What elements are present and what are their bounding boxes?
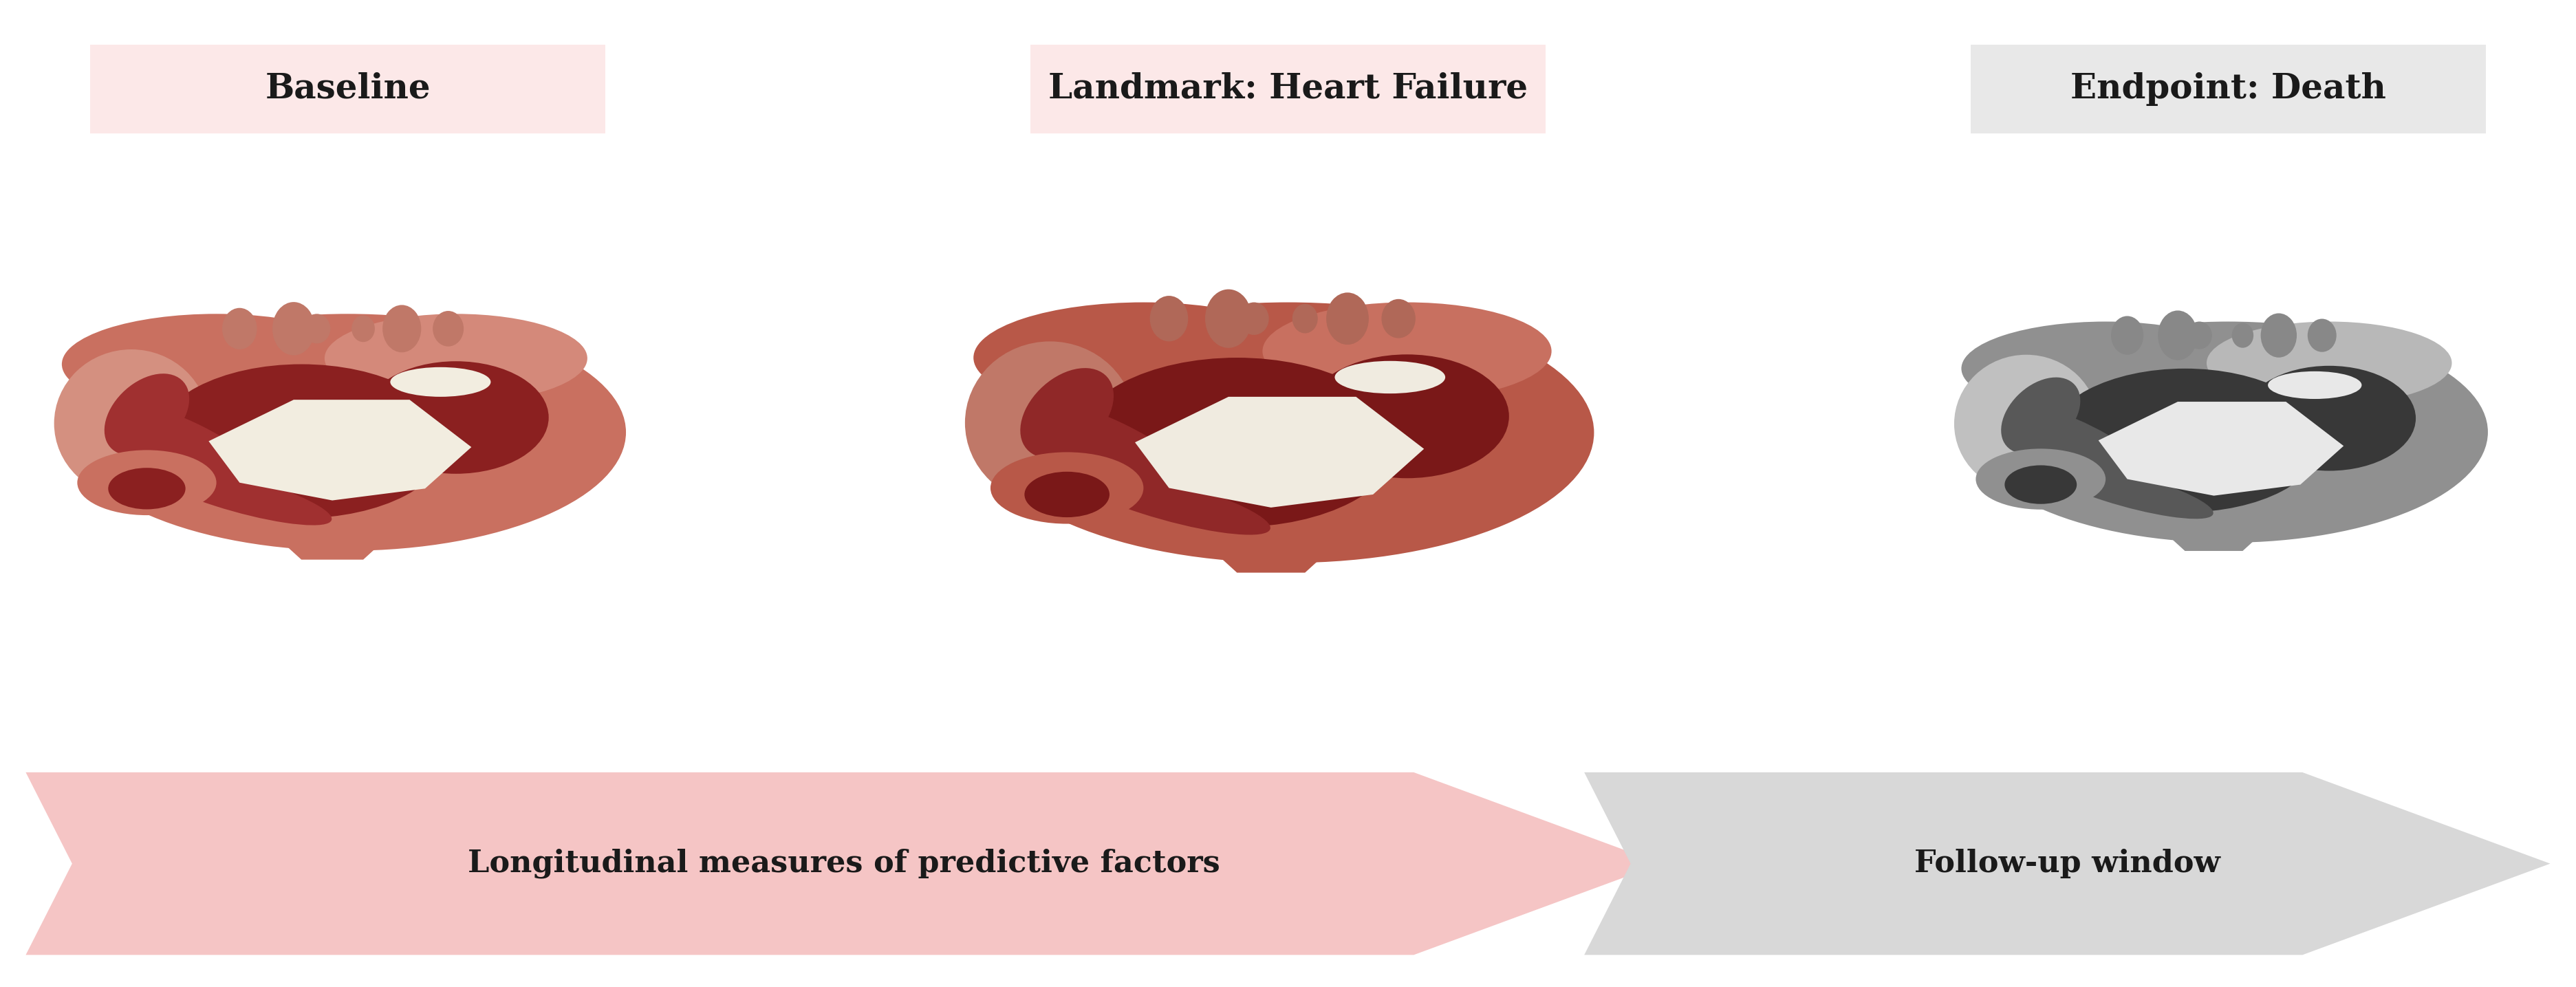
Ellipse shape <box>70 314 626 551</box>
Ellipse shape <box>273 302 314 355</box>
Ellipse shape <box>2138 406 2174 419</box>
Ellipse shape <box>1025 401 1211 510</box>
Ellipse shape <box>1262 302 1551 400</box>
Ellipse shape <box>2208 322 2452 405</box>
Ellipse shape <box>155 364 448 518</box>
Ellipse shape <box>2004 465 2076 504</box>
Ellipse shape <box>1340 397 1373 410</box>
Ellipse shape <box>350 316 376 342</box>
Text: Endpoint: Death: Endpoint: Death <box>2071 72 2385 106</box>
Ellipse shape <box>392 367 489 397</box>
Ellipse shape <box>2040 462 2213 519</box>
Ellipse shape <box>1066 467 1270 535</box>
Ellipse shape <box>304 314 330 343</box>
Text: Landmark: Heart Failure: Landmark: Heart Failure <box>1048 72 1528 106</box>
Ellipse shape <box>363 361 549 474</box>
Ellipse shape <box>1206 289 1252 348</box>
Ellipse shape <box>1182 402 1224 418</box>
Polygon shape <box>2128 498 2300 551</box>
FancyBboxPatch shape <box>1030 44 1546 133</box>
Ellipse shape <box>989 452 1144 524</box>
Ellipse shape <box>1239 302 1270 335</box>
Ellipse shape <box>1025 472 1110 517</box>
Ellipse shape <box>2308 319 2336 352</box>
Ellipse shape <box>1236 449 1270 462</box>
Ellipse shape <box>54 349 209 497</box>
Ellipse shape <box>2007 406 2161 497</box>
Ellipse shape <box>966 342 1136 504</box>
Ellipse shape <box>301 447 332 459</box>
Ellipse shape <box>2231 323 2254 347</box>
Ellipse shape <box>77 450 216 515</box>
Text: Baseline: Baseline <box>265 72 430 106</box>
Ellipse shape <box>2244 366 2416 471</box>
Ellipse shape <box>2187 322 2213 349</box>
Ellipse shape <box>2262 313 2298 357</box>
Ellipse shape <box>1020 368 1113 458</box>
Ellipse shape <box>252 405 289 419</box>
Ellipse shape <box>974 302 1314 414</box>
Ellipse shape <box>2002 377 2081 454</box>
Ellipse shape <box>108 468 185 509</box>
Ellipse shape <box>325 314 587 403</box>
FancyBboxPatch shape <box>90 44 605 133</box>
Ellipse shape <box>2272 402 2300 413</box>
Ellipse shape <box>1293 304 1319 334</box>
Polygon shape <box>1584 772 2550 955</box>
Ellipse shape <box>1960 322 2249 416</box>
Ellipse shape <box>106 374 188 455</box>
Ellipse shape <box>1968 322 2488 543</box>
Ellipse shape <box>2048 368 2321 512</box>
Polygon shape <box>2099 402 2344 495</box>
Ellipse shape <box>2267 371 2362 399</box>
Ellipse shape <box>1306 354 1510 479</box>
Ellipse shape <box>1077 357 1399 527</box>
Ellipse shape <box>1955 354 2099 493</box>
Ellipse shape <box>2159 311 2197 360</box>
Ellipse shape <box>1976 449 2105 509</box>
FancyBboxPatch shape <box>1971 44 2486 133</box>
Ellipse shape <box>2184 446 2213 457</box>
Ellipse shape <box>394 400 425 412</box>
Ellipse shape <box>1334 361 1445 394</box>
Ellipse shape <box>433 311 464 346</box>
Ellipse shape <box>1149 296 1188 342</box>
Polygon shape <box>1170 511 1373 572</box>
Ellipse shape <box>1327 292 1368 344</box>
Text: Follow-up window: Follow-up window <box>1914 849 2221 878</box>
Polygon shape <box>209 400 471 500</box>
Polygon shape <box>240 503 425 560</box>
Polygon shape <box>1136 397 1425 507</box>
Ellipse shape <box>2110 316 2143 354</box>
Ellipse shape <box>147 464 332 525</box>
Ellipse shape <box>62 314 371 415</box>
Ellipse shape <box>222 308 258 349</box>
Ellipse shape <box>1381 299 1417 339</box>
Text: Longitudinal measures of predictive factors: Longitudinal measures of predictive fact… <box>466 849 1221 878</box>
Ellipse shape <box>981 302 1595 563</box>
Ellipse shape <box>111 404 276 502</box>
Ellipse shape <box>381 305 420 352</box>
Polygon shape <box>26 772 1662 955</box>
